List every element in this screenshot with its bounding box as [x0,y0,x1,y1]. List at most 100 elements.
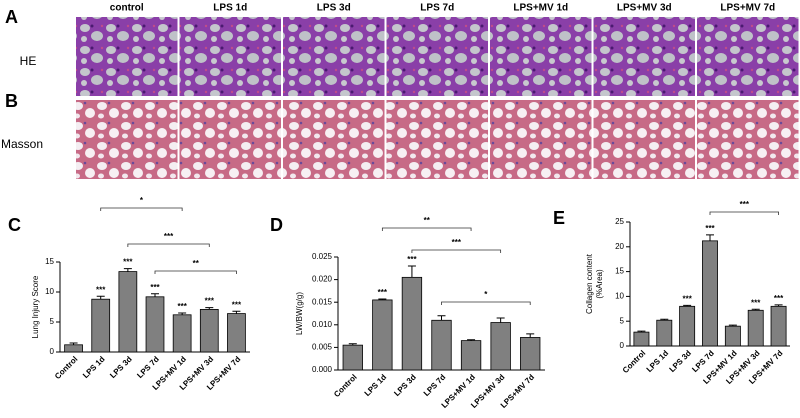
bracket-label: *** [452,238,462,247]
error-bar [751,308,760,311]
column-header: LPS+MV 7d [720,3,775,14]
significance-label: *** [751,298,761,307]
bracket-label: ** [424,216,431,225]
x-tick-label: LPS 1d [645,348,671,374]
bar [656,319,673,347]
x-tick-label: LPS 7d [135,354,161,380]
bar [679,305,696,347]
bracket-label: *** [164,232,174,241]
bar [460,340,482,371]
column-header: LPS+MV 3d [617,3,672,14]
y-tick-label: 10 [45,287,54,296]
x-tick-label: LPS 7d [422,372,448,398]
y-tick-label: 0.000 [312,365,333,374]
error-bar [96,295,105,300]
column-header: LPS+MV 1d [513,3,568,14]
y-tick-label: 15 [615,267,624,276]
bar [372,299,393,371]
significance-bracket [411,249,502,253]
significance-bracket [381,227,472,231]
error-bar [232,310,241,314]
y-tick-label: 0.010 [312,320,333,329]
panel-label: D [270,215,283,235]
histology-image [490,100,592,179]
y-axis-label: Collagen content [585,253,594,314]
histology-image [386,17,488,96]
x-tick-label: Control [332,373,358,399]
significance-label: *** [177,302,187,311]
significance-bracket [154,270,237,274]
error-bar [526,333,535,338]
bar [118,271,138,353]
bar [227,313,246,353]
bar [747,309,764,347]
y-tick-label: 20 [615,242,624,251]
y-tick-label: 0 [50,347,55,356]
histology-image [179,100,281,179]
y-tick-label: 5 [620,316,625,325]
bracket-label: * [140,196,144,205]
bracket-label: ** [193,259,200,268]
histology-image [283,17,385,96]
significance-label: *** [774,294,784,303]
error-bar [774,304,783,307]
significance-bracket [100,207,183,211]
error-bar [437,315,446,321]
x-tick-label: LPS 3d [668,348,694,374]
histology-image [697,100,799,179]
error-bar [151,293,159,297]
column-header: LPS 1d [213,3,247,14]
y-tick-label: 15 [45,257,54,266]
row-label: Masson [1,137,43,151]
x-tick-label: Control [621,349,647,375]
histology-images [76,17,799,179]
x-tick-label: Control [53,355,79,381]
error-bar [660,318,669,321]
x-tick-label: LPS 1d [81,354,107,380]
significance-label: *** [205,297,215,306]
bar [172,314,192,353]
y-tick-label: 0.015 [312,297,333,306]
bar [199,308,219,353]
bar [401,276,423,371]
significance-label: *** [150,283,160,292]
x-tick-label: LPS 1d [363,372,389,398]
column-header: LPS 7d [420,3,454,14]
significance-label: *** [407,255,417,264]
y-axis-label: (%Area) [595,269,604,299]
error-bar [728,324,737,327]
bar [145,296,165,353]
histology-image [76,100,178,179]
error-bar [178,312,187,315]
error-bar [205,307,214,310]
y-tick-label: 10 [615,292,624,301]
bar [64,344,83,353]
error-bar [348,343,357,346]
y-tick-label: 0.025 [312,252,333,261]
significance-label: *** [682,294,692,303]
column-header: control [110,3,144,14]
histology-image [283,100,385,179]
histology-image [179,17,281,96]
bar [702,240,718,347]
row-label: HE [20,54,37,68]
y-tick-label: 5 [50,317,55,326]
error-bar [637,330,646,333]
error-bar [496,317,505,323]
bar [431,319,452,371]
bracket-label: *** [740,200,750,209]
significance-bracket [709,211,779,215]
x-tick-label: LPS 3d [392,372,418,398]
histology-image [593,17,695,96]
error-bar [378,298,387,300]
x-tick-label: LPS 3d [108,354,134,380]
panel-label: A [5,7,18,27]
bar [633,331,650,347]
y-tick-label: 0.020 [312,275,333,284]
histology-image [76,17,178,96]
panel-label: E [553,208,565,228]
significance-label: *** [96,285,106,294]
significance-label: *** [123,258,133,267]
error-bar [69,342,78,345]
error-bar [407,265,416,278]
